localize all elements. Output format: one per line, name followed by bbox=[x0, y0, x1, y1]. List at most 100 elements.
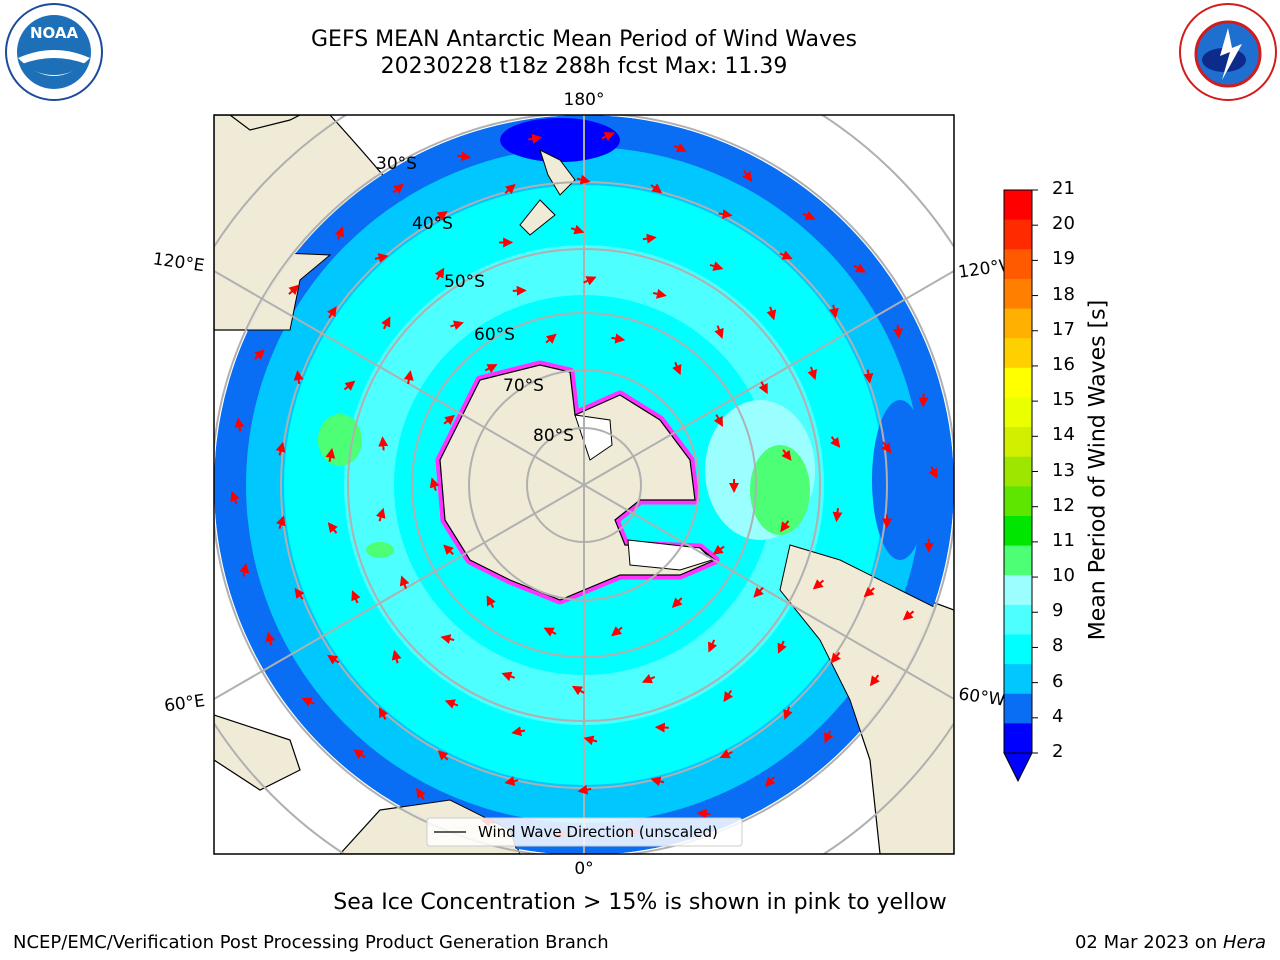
wave-direction-arrow bbox=[830, 436, 841, 448]
wave-direction-arrow bbox=[723, 689, 734, 703]
wave-direction-arrow bbox=[577, 784, 592, 795]
colorbar-segment bbox=[1004, 427, 1032, 458]
wave-direction-arrow bbox=[343, 380, 356, 391]
wave-direction-arrow bbox=[444, 699, 459, 709]
wave-direction-arrow bbox=[288, 284, 300, 296]
wave-direction-arrow bbox=[327, 306, 337, 319]
wave-direction-arrow bbox=[399, 575, 410, 589]
wave-direction-arrow bbox=[650, 776, 665, 787]
colorbar-segment bbox=[1004, 693, 1032, 724]
wave-direction-arrow bbox=[753, 586, 764, 598]
wave-direction-arrow bbox=[486, 595, 496, 608]
date-stamp: 02 Mar 2023 on Hera bbox=[1074, 932, 1266, 953]
colorbar-tick-label: 20 bbox=[1052, 213, 1075, 235]
wave-direction-arrow bbox=[543, 627, 557, 637]
wave-direction-arrow bbox=[437, 750, 449, 761]
wave-direction-arrow bbox=[832, 507, 843, 523]
wave-direction-arrow bbox=[783, 706, 793, 720]
map-subtitle: 20230228 t18z 288h fcst Max: 11.39 bbox=[380, 54, 788, 79]
colorbar-tick-label: 16 bbox=[1052, 353, 1075, 375]
wave-direction-arrow bbox=[351, 590, 361, 604]
colorbar-tick-label: 18 bbox=[1052, 283, 1075, 305]
colorbar-segment bbox=[1004, 308, 1032, 339]
colorbar-tick-label: 12 bbox=[1052, 494, 1075, 516]
sea-ice-note: Sea Ice Concentration > 15% is shown in … bbox=[333, 890, 947, 915]
colorbar-segment bbox=[1004, 515, 1032, 547]
colorbar-segment bbox=[1004, 664, 1032, 695]
wave-direction-arrow bbox=[375, 507, 386, 522]
colorbar-segment bbox=[1004, 723, 1032, 754]
map-frame bbox=[213, 114, 955, 855]
lat-label-40s: 40°S bbox=[412, 214, 453, 234]
wave-direction-arrow bbox=[780, 520, 791, 533]
wave-direction-arrow bbox=[696, 808, 711, 819]
wave-direction-arrow bbox=[403, 370, 414, 385]
colorbar-segment bbox=[1004, 456, 1032, 487]
nws-logo bbox=[1179, 3, 1277, 101]
svg-text:NOAA: NOAA bbox=[30, 24, 79, 42]
wave-direction-arrow bbox=[434, 267, 445, 281]
colorbar-tick-label: 6 bbox=[1052, 670, 1064, 692]
wave-direction-arrow bbox=[545, 333, 557, 344]
colorbar-tick-label: 11 bbox=[1052, 529, 1075, 551]
wave-direction-arrow bbox=[650, 183, 663, 194]
wave-direction-arrow bbox=[830, 651, 841, 664]
wave-direction-arrow bbox=[611, 333, 626, 344]
wave-direction-arrow bbox=[254, 349, 265, 360]
wave-direction-arrow bbox=[869, 674, 880, 687]
wave-direction-arrow bbox=[781, 449, 792, 461]
wave-direction-arrow bbox=[652, 288, 667, 299]
colorbar-segment bbox=[1004, 575, 1032, 606]
wave-direction-arrow bbox=[416, 787, 426, 801]
wave-direction-arrow bbox=[512, 285, 527, 296]
lon-label-180: 180° bbox=[564, 90, 605, 110]
colorbar-tick-label: 2 bbox=[1052, 741, 1064, 762]
credit-line: NCEP/EMC/Verification Post Processing Pr… bbox=[13, 932, 609, 953]
lat-label-70s: 70°S bbox=[503, 376, 544, 396]
wave-direction-arrow bbox=[642, 233, 657, 244]
wave-direction-arrow bbox=[374, 253, 389, 263]
colorbar-tick-label: 8 bbox=[1052, 635, 1064, 657]
wave-direction-arrow bbox=[457, 151, 472, 162]
wave-direction-arrow bbox=[353, 749, 366, 760]
colorbar-tick-label: 14 bbox=[1052, 424, 1075, 446]
wave-direction-arrow bbox=[504, 776, 519, 786]
colorbar-segment bbox=[1004, 604, 1032, 635]
colorbar-title: Mean Period of Wind Waves [s] bbox=[1085, 299, 1111, 641]
wave-direction-arrow bbox=[758, 381, 768, 395]
wave-direction-arrow bbox=[391, 649, 402, 664]
wave-direction-arrow bbox=[918, 393, 929, 408]
wave-direction-arrow bbox=[863, 369, 874, 384]
wave-direction-arrow bbox=[807, 366, 817, 381]
colorbar-segment bbox=[1004, 219, 1032, 250]
wave-direction-arrow bbox=[301, 697, 315, 707]
wave-direction-arrow bbox=[528, 133, 543, 144]
wave-direction-arrow bbox=[719, 749, 733, 759]
wave-direction-arrow bbox=[571, 685, 585, 696]
wave-direction-arrow bbox=[327, 654, 340, 665]
colorbar-segment bbox=[1004, 545, 1032, 576]
colorbar bbox=[1003, 189, 1038, 783]
wave-direction-arrow bbox=[265, 631, 276, 646]
lat-label-50s: 50°S bbox=[444, 272, 485, 292]
wave-direction-arrow bbox=[381, 316, 391, 330]
wave-direction-arrow bbox=[928, 466, 938, 479]
colorbar-tick-label: 4 bbox=[1052, 705, 1064, 727]
wave-direction-arrow bbox=[504, 183, 516, 195]
wave-direction-arrow bbox=[570, 224, 585, 235]
lon-label-60e: 60°E bbox=[163, 691, 206, 716]
wave-direction-arrow bbox=[764, 776, 776, 788]
wave-direction-arrow bbox=[708, 639, 718, 653]
colorbar-under-extension bbox=[1003, 752, 1033, 783]
wave-direction-arrow bbox=[440, 634, 455, 644]
wave-direction-arrow bbox=[275, 515, 286, 530]
wave-direction-arrow bbox=[443, 544, 454, 556]
wave-direction-arrow bbox=[501, 671, 516, 682]
wave-direction-arrow bbox=[378, 707, 389, 720]
wave-direction-arrow bbox=[443, 414, 456, 426]
wave-direction-arrow bbox=[672, 361, 682, 376]
colorbar-segment bbox=[1004, 397, 1032, 428]
colorbar-tick-label: 21 bbox=[1052, 178, 1075, 199]
colorbar-segment bbox=[1004, 486, 1032, 517]
